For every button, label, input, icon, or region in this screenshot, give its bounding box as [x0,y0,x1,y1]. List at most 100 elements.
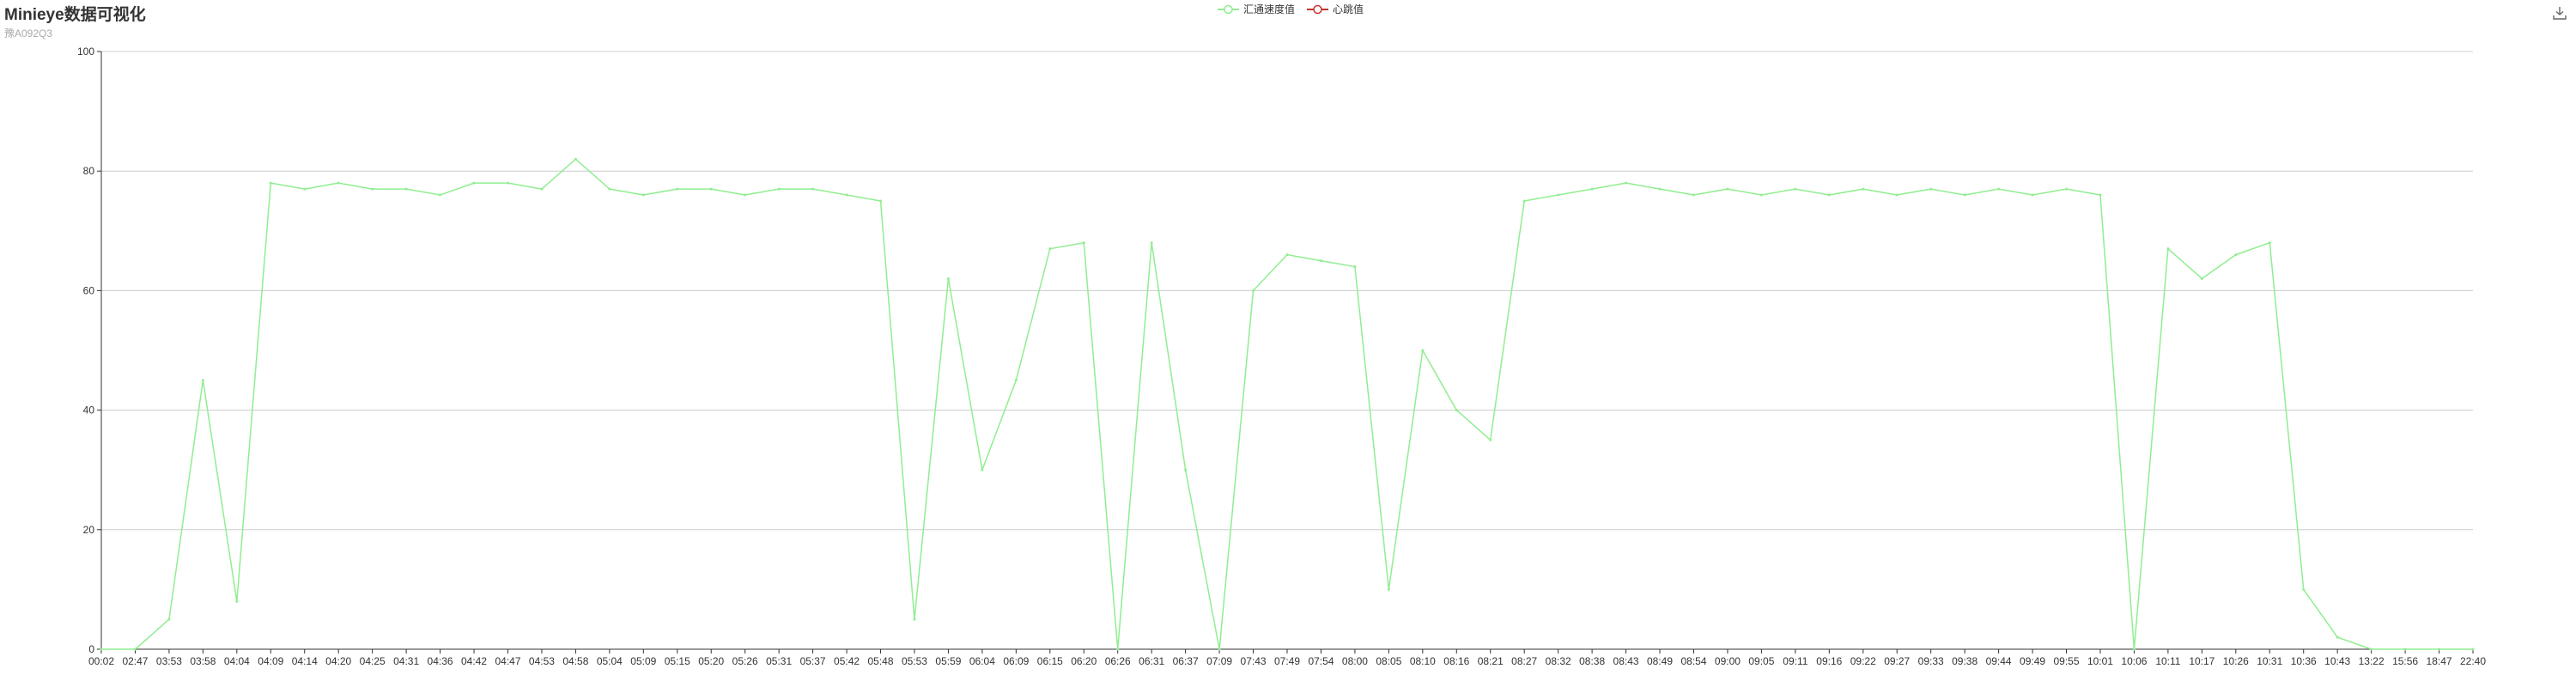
x-tick-label: 08:10 [1410,655,1436,667]
data-point [506,181,509,185]
x-tick-label: 05:09 [630,655,656,667]
x-tick-label: 08:05 [1376,655,1401,667]
x-tick-label: 04:09 [258,655,283,667]
data-point [2403,647,2407,651]
data-point [235,599,239,603]
data-point [1692,193,1695,197]
data-point [744,193,747,197]
data-point [404,187,408,191]
x-tick-label: 08:32 [1546,655,1571,667]
data-point [1726,187,1729,191]
x-tick-label: 08:54 [1680,655,1706,667]
data-point [2302,587,2306,591]
x-tick-label: 09:55 [2053,655,2079,667]
data-point [1048,247,1052,251]
data-point [201,379,204,382]
x-tick-label: 09:49 [2020,655,2045,667]
legend-label-speed: 汇通速度值 [1243,3,1296,15]
x-tick-label: 04:14 [292,655,318,667]
legend-item-speed[interactable]: 汇通速度值 [1218,2,1295,16]
data-point [472,181,476,185]
data-point [811,187,815,191]
data-point [2200,277,2203,280]
x-tick-label: 08:16 [1443,655,1469,667]
series-layer [100,157,2475,651]
x-tick-label: 10:43 [2324,655,2350,667]
x-tick-label: 08:21 [1478,655,1504,667]
x-tick-label: 05:31 [766,655,792,667]
x-tick-label: 07:49 [1274,655,1300,667]
data-point [1862,187,1865,191]
x-tick-label: 09:16 [1816,655,1842,667]
data-point [981,468,984,471]
data-point [371,187,374,191]
x-tick-label: 05:04 [597,655,623,667]
x-tick-label: 09:38 [1952,655,1978,667]
data-point [1895,193,1899,197]
data-point [1150,241,1153,245]
chart-title: Minieye数据可视化 [4,6,146,24]
data-point [1319,259,1322,263]
data-point [1252,289,1255,292]
data-point [2471,647,2475,651]
data-point [540,187,544,191]
data-point [777,187,781,191]
y-tick-label: 80 [83,165,95,177]
data-point [1387,587,1390,591]
x-tick-label: 05:15 [665,655,690,667]
legend-line-circle-icon [1218,4,1239,14]
x-tick-label: 18:47 [2427,655,2452,667]
x-tick-label: 07:54 [1308,655,1334,667]
data-point [439,193,442,197]
y-tick-label: 20 [83,524,95,536]
x-tick-label: 09:44 [1986,655,2012,667]
legend-line-circle-icon [1307,4,1329,14]
data-point [676,187,679,191]
data-point [1218,647,1221,651]
x-tick-label: 05:53 [902,655,927,667]
data-point [1116,647,1120,651]
data-point [269,181,272,185]
data-point [133,647,137,651]
x-tick-label: 09:33 [1918,655,1944,667]
data-point [337,181,340,185]
x-tick-label: 09:00 [1715,655,1741,667]
data-point [1421,349,1425,352]
data-point [946,277,950,280]
x-tick-label: 06:15 [1037,655,1063,667]
x-tick-label: 04:20 [325,655,351,667]
x-tick-label: 09:27 [1884,655,1910,667]
data-point [2099,193,2102,197]
data-point [2438,647,2441,651]
x-tick-label: 05:48 [867,655,893,667]
data-point [1014,379,1018,382]
grid-lines [101,51,2473,531]
x-tick-label: 00:02 [88,655,114,667]
x-tick-label: 10:36 [2291,655,2317,667]
chart-subtitle: 豫A092Q3 [4,27,53,40]
x-tick-label: 06:37 [1173,655,1199,667]
x-tick-label: 04:42 [461,655,487,667]
x-tick-label: 04:04 [224,655,250,667]
legend-label-heartbeat: 心跳值 [1333,3,1364,15]
x-tick-label: 08:38 [1579,655,1605,667]
data-point [2268,241,2271,245]
download-icon[interactable] [2552,5,2567,21]
x-tick-label: 06:04 [969,655,995,667]
x-tick-label: 05:20 [698,655,724,667]
x-tick-label: 10:26 [2223,655,2249,667]
data-point [879,199,883,203]
data-point [1285,253,1289,257]
data-point [1455,409,1458,412]
x-tick-label: 05:26 [732,655,758,667]
data-point [1929,187,1933,191]
data-point [608,187,611,191]
legend-item-heartbeat[interactable]: 心跳值 [1307,2,1364,16]
data-point [1489,438,1492,441]
data-point [2132,647,2136,651]
data-point [2370,647,2373,651]
x-tick-label: 04:47 [495,655,520,667]
x-tick-label: 04:31 [393,655,419,667]
x-tick-label: 06:09 [1003,655,1029,667]
